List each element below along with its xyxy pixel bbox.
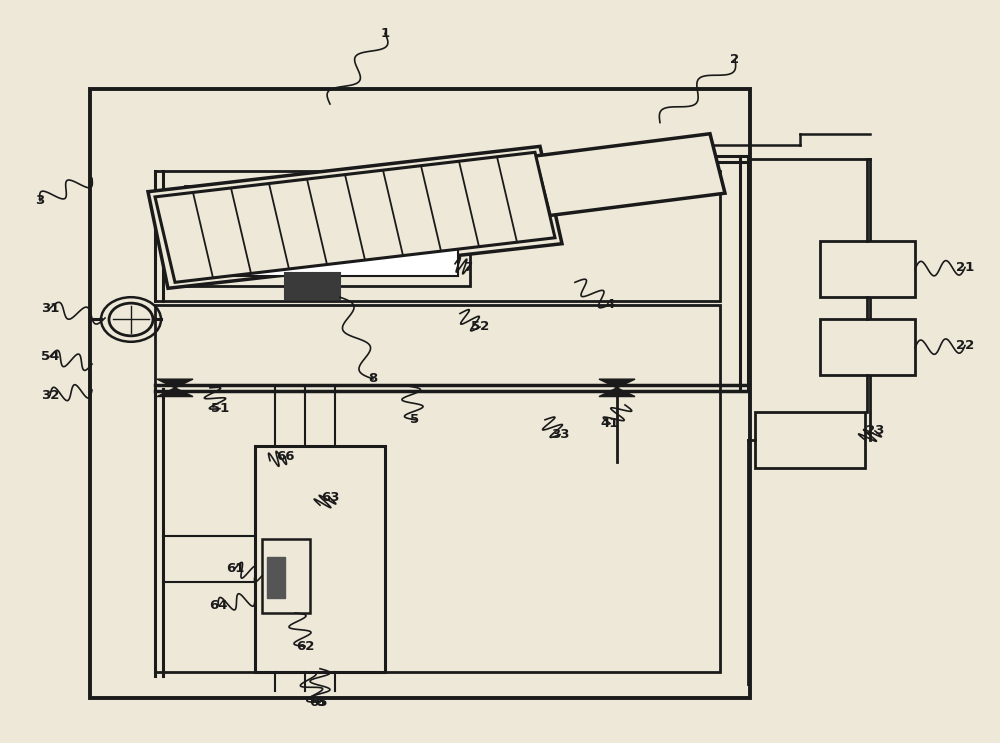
Text: 2: 2	[730, 53, 740, 66]
Bar	[262, 539, 310, 613]
Polygon shape	[535, 134, 725, 215]
Text: 23: 23	[866, 424, 884, 438]
Bar	[820, 319, 915, 375]
Polygon shape	[599, 388, 635, 397]
Text: 3: 3	[35, 194, 45, 207]
Text: 5: 5	[410, 413, 420, 426]
Text: 54: 54	[41, 350, 59, 363]
Bar	[255, 446, 385, 672]
Bar	[200, 196, 458, 276]
Text: 32: 32	[41, 389, 59, 402]
Bar	[285, 273, 340, 299]
Polygon shape	[157, 379, 193, 388]
Polygon shape	[157, 388, 193, 397]
Text: 52: 52	[471, 320, 489, 334]
Bar	[155, 305, 720, 672]
Text: 21: 21	[956, 261, 974, 274]
Text: 8: 8	[368, 372, 378, 386]
Text: 6: 6	[315, 695, 325, 709]
Text: 66: 66	[276, 450, 294, 464]
Text: 62: 62	[296, 640, 314, 653]
Text: 33: 33	[551, 428, 569, 441]
Text: 7: 7	[463, 261, 473, 274]
Bar	[90, 89, 750, 698]
Polygon shape	[599, 379, 635, 388]
Text: 65: 65	[309, 695, 327, 709]
Bar	[755, 412, 865, 468]
Text: 61: 61	[226, 562, 244, 575]
Text: 41: 41	[601, 417, 619, 430]
Polygon shape	[148, 146, 562, 288]
Text: 63: 63	[321, 491, 339, 504]
Text: 4: 4	[605, 298, 615, 311]
Bar	[267, 557, 285, 598]
Text: 64: 64	[209, 599, 227, 612]
Text: 51: 51	[211, 402, 229, 415]
Bar	[185, 186, 470, 286]
Bar	[820, 241, 915, 297]
Text: 22: 22	[956, 339, 974, 352]
Text: 1: 1	[380, 27, 390, 40]
Text: 31: 31	[41, 302, 59, 315]
Bar	[155, 171, 720, 301]
Polygon shape	[155, 152, 555, 282]
